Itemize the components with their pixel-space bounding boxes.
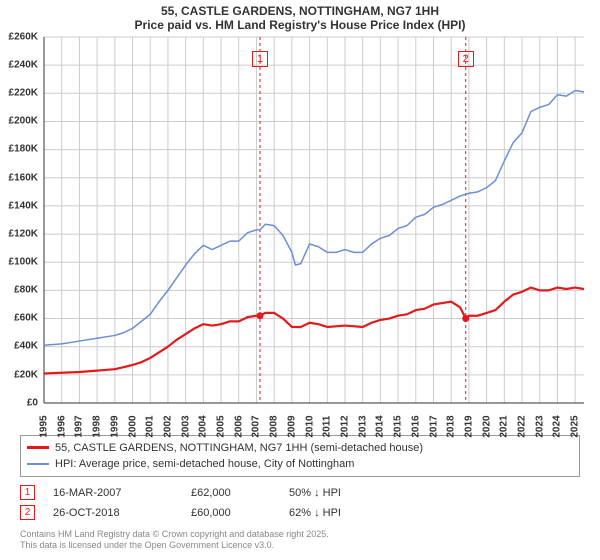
- x-tick-label: 2018: [446, 415, 457, 437]
- chart-svg: [0, 33, 600, 433]
- x-tick-label: 2011: [322, 415, 333, 437]
- sale-delta: 62% ↓ HPI: [289, 507, 389, 519]
- x-tick-label: 1995: [39, 415, 50, 437]
- legend-item: HPI: Average price, semi-detached house,…: [27, 456, 573, 472]
- sale-price: £62,000: [191, 487, 271, 499]
- x-tick-label: 1997: [74, 415, 85, 437]
- y-tick-label: £60K: [14, 313, 38, 324]
- legend-swatch-hpi: [27, 463, 49, 465]
- footer-line: This data is licensed under the Open Gov…: [20, 540, 580, 552]
- x-tick-label: 2009: [286, 415, 297, 437]
- sale-date: 16-MAR-2007: [53, 487, 173, 499]
- x-tick-label: 2007: [251, 415, 262, 437]
- x-tick-label: 2004: [198, 415, 209, 437]
- x-tick-label: 2025: [570, 415, 581, 437]
- y-tick-label: £120K: [9, 228, 38, 239]
- x-tick-label: 2008: [269, 415, 280, 437]
- y-tick-label: £20K: [14, 369, 38, 380]
- y-tick-label: £40K: [14, 341, 38, 352]
- x-tick-label: 2022: [517, 415, 528, 437]
- sale-price: £60,000: [191, 507, 271, 519]
- x-tick-label: 1999: [109, 415, 120, 437]
- y-tick-label: £200K: [9, 116, 38, 127]
- footer-line: Contains HM Land Registry data © Crown c…: [20, 529, 580, 541]
- x-tick-label: 2000: [127, 415, 138, 437]
- sales-table: 1 16-MAR-2007 £62,000 50% ↓ HPI 2 26-OCT…: [20, 483, 580, 523]
- x-tick-label: 2024: [552, 415, 563, 437]
- x-tick-label: 2017: [428, 415, 439, 437]
- table-row: 1 16-MAR-2007 £62,000 50% ↓ HPI: [20, 483, 580, 503]
- chart-sale-marker: 2: [458, 51, 474, 67]
- y-tick-label: £0: [27, 397, 38, 408]
- legend-item: 55, CASTLE GARDENS, NOTTINGHAM, NG7 1HH …: [27, 440, 573, 456]
- sale-date: 26-OCT-2018: [53, 507, 173, 519]
- legend-label: HPI: Average price, semi-detached house,…: [55, 458, 354, 470]
- sale-marker-icon: 1: [20, 485, 35, 500]
- x-tick-label: 2020: [481, 415, 492, 437]
- x-tick-label: 2019: [463, 415, 474, 437]
- x-tick-label: 2016: [410, 415, 421, 437]
- y-tick-label: £80K: [14, 285, 38, 296]
- x-tick-label: 1996: [56, 415, 67, 437]
- sale-marker-icon: 2: [20, 505, 35, 520]
- legend: 55, CASTLE GARDENS, NOTTINGHAM, NG7 1HH …: [20, 435, 580, 477]
- y-tick-label: £160K: [9, 172, 38, 183]
- title-subtitle: Price paid vs. HM Land Registry's House …: [0, 18, 600, 32]
- y-tick-label: £180K: [9, 144, 38, 155]
- footer-attribution: Contains HM Land Registry data © Crown c…: [20, 529, 580, 552]
- x-tick-label: 2010: [304, 415, 315, 437]
- x-tick-label: 2015: [393, 415, 404, 437]
- y-tick-label: £260K: [9, 31, 38, 42]
- legend-label: 55, CASTLE GARDENS, NOTTINGHAM, NG7 1HH …: [55, 442, 423, 454]
- x-tick-label: 2012: [339, 415, 350, 437]
- y-tick-label: £240K: [9, 59, 38, 70]
- x-tick-label: 2006: [233, 415, 244, 437]
- y-tick-label: £140K: [9, 200, 38, 211]
- x-tick-label: 2001: [145, 415, 156, 437]
- x-tick-label: 2014: [375, 415, 386, 437]
- sale-delta: 50% ↓ HPI: [289, 487, 389, 499]
- y-tick-label: £100K: [9, 257, 38, 268]
- title-address: 55, CASTLE GARDENS, NOTTINGHAM, NG7 1HH: [0, 4, 600, 18]
- x-tick-label: 2005: [216, 415, 227, 437]
- x-tick-label: 2002: [162, 415, 173, 437]
- x-tick-label: 2013: [357, 415, 368, 437]
- x-tick-label: 1998: [92, 415, 103, 437]
- y-tick-label: £220K: [9, 88, 38, 99]
- chart-sale-marker: 1: [252, 51, 268, 67]
- x-tick-label: 2021: [499, 415, 510, 437]
- legend-swatch-price: [27, 446, 49, 449]
- chart-title: 55, CASTLE GARDENS, NOTTINGHAM, NG7 1HH …: [0, 0, 600, 33]
- x-tick-label: 2023: [534, 415, 545, 437]
- line-chart: £0 £20K £40K £60K £80K £100K £120K £140K £160K £1…: [0, 33, 600, 433]
- x-tick-label: 2003: [180, 415, 191, 437]
- table-row: 2 26-OCT-2018 £60,000 62% ↓ HPI: [20, 503, 580, 523]
